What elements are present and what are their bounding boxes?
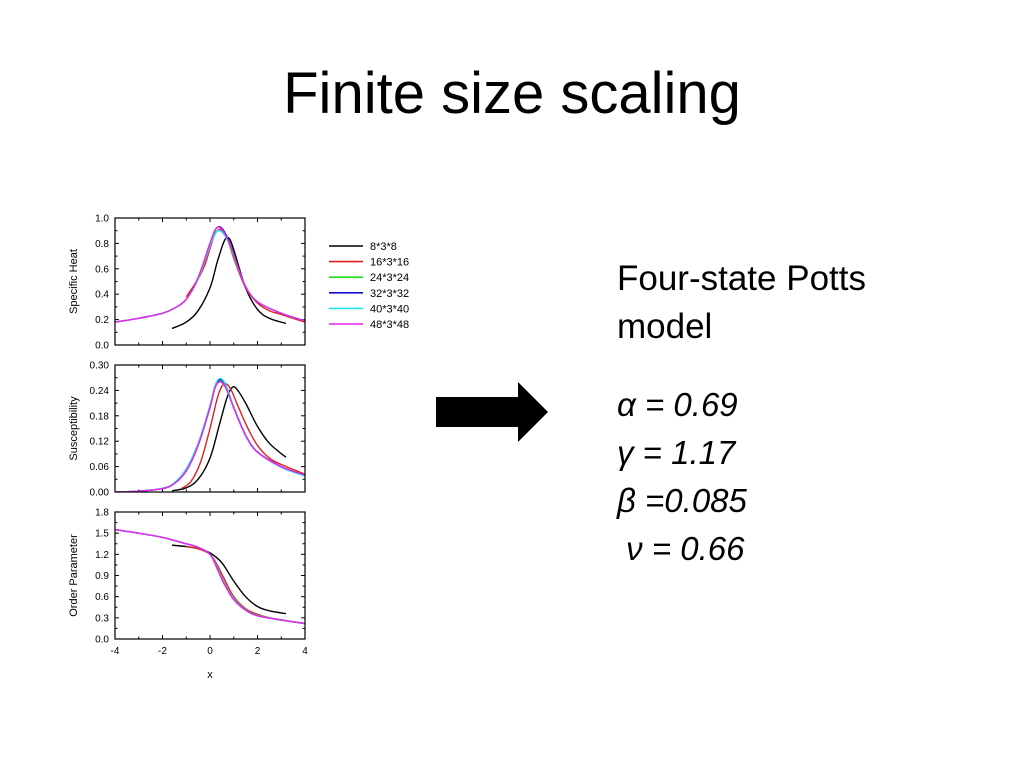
y-tick-label: 0.8 — [95, 239, 109, 250]
y-tick-label: 1.2 — [95, 550, 109, 561]
y-tick-label: 0.2 — [95, 315, 109, 326]
legend-label: 8*3*8 — [370, 241, 397, 253]
right-arrow-icon — [436, 382, 548, 442]
series-line-8*3*8 — [171, 544, 287, 615]
model-name-line1: Four-state Potts — [617, 259, 866, 298]
y-tick-label: 0.0 — [95, 341, 109, 352]
y-axis-label: Specific Heat — [68, 249, 80, 314]
series-line-8*3*8 — [171, 236, 287, 330]
plot-frame — [114, 511, 306, 640]
legend-label: 40*3*40 — [370, 303, 409, 315]
series-group — [115, 377, 305, 492]
y-tick-label: 0.06 — [90, 462, 110, 473]
y-tick-label: 0.0 — [95, 635, 109, 646]
series-line-32*3*32 — [115, 378, 305, 492]
y-tick-label: 0.12 — [90, 437, 110, 448]
plot-frame — [114, 364, 306, 493]
x-tick-label: 4 — [302, 646, 308, 657]
series-line-40*3*40 — [115, 377, 305, 492]
chart-panel-3: 0.0 0.3 0.6 0.9 1.2 1.5 1.8 -4 -2 0 2 4 x Order Param… — [68, 508, 308, 682]
chart-panel-2: 0.00 0.06 0.12 0.18 0.24 0.30 Susceptibility — [68, 361, 306, 499]
y-tick-label: 0.6 — [95, 264, 109, 275]
series-line-40*3*40 — [115, 528, 305, 625]
y-tick-label: 0.18 — [90, 411, 110, 422]
param-gamma: γ = 1.17 — [617, 434, 736, 471]
series-line-24*3*24 — [115, 528, 305, 625]
series-line-16*3*16 — [181, 382, 305, 490]
x-tick-label: 0 — [207, 646, 213, 657]
y-tick-label: 1.0 — [95, 214, 109, 225]
series-line-48*3*48 — [115, 381, 305, 492]
y-tick-label: 0.9 — [95, 571, 109, 582]
legend-label: 48*3*48 — [370, 319, 409, 331]
series-line-8*3*8 — [171, 385, 287, 492]
x-tick-label: -4 — [111, 646, 120, 657]
x-tick-label: -2 — [158, 646, 167, 657]
param-nu: ν = 0.66 — [617, 530, 745, 567]
x-tick-label: 2 — [255, 646, 261, 657]
series-group — [115, 226, 305, 330]
y-tick-label: 0.4 — [95, 290, 109, 301]
legend-label: 16*3*16 — [370, 257, 409, 269]
series-line-32*3*32 — [115, 226, 305, 323]
param-beta: β =0.085 — [617, 482, 747, 519]
y-axis-label: Susceptibility — [68, 396, 80, 461]
scaling-figure: 0.0 0.2 0.4 0.6 0.8 1.0 Specific Heat 8*3*8 16*3… — [68, 214, 409, 682]
y-tick-label: 0.3 — [95, 613, 109, 624]
series-line-24*3*24 — [115, 380, 305, 492]
legend-label: 32*3*32 — [370, 288, 409, 300]
series-line-48*3*48 — [115, 226, 305, 323]
y-axis-label: Order Parameter — [68, 534, 80, 617]
y-tick-label: 0.00 — [90, 488, 110, 499]
plot-frame — [114, 217, 306, 346]
y-tick-label: 1.5 — [95, 529, 109, 540]
y-tick-label: 0.30 — [90, 361, 110, 372]
y-tick-label: 1.8 — [95, 508, 109, 519]
info-panel: Four-state Potts model α = 0.69 γ = 1.17… — [617, 255, 997, 573]
series-line-16*3*16 — [186, 545, 305, 625]
model-name-line2: model — [617, 307, 713, 346]
series-line-48*3*48 — [115, 528, 305, 625]
legend: 8*3*8 16*3*16 24*3*24 32*3*32 40*3*40 48*3*48 — [329, 241, 409, 331]
series-line-16*3*16 — [185, 228, 305, 323]
y-tick-label: 0.6 — [95, 592, 109, 603]
series-group — [115, 528, 305, 625]
legend-label: 24*3*24 — [370, 272, 409, 284]
x-axis-label: x — [207, 669, 213, 681]
series-line-32*3*32 — [115, 528, 305, 625]
slide-title: Finite size scaling — [283, 61, 741, 126]
y-tick-label: 0.24 — [90, 386, 110, 397]
chart-panel-1: 0.0 0.2 0.4 0.6 0.8 1.0 Specific Heat 8*3*8 16*3… — [68, 214, 409, 352]
param-alpha: α = 0.69 — [617, 386, 738, 423]
